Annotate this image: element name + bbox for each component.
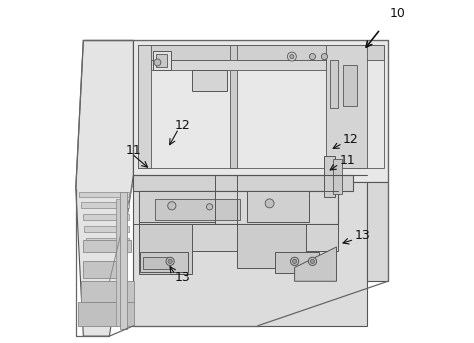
Text: 11: 11	[126, 144, 141, 157]
Bar	[156, 54, 167, 67]
Bar	[137, 45, 384, 60]
Text: 12: 12	[343, 133, 358, 146]
Circle shape	[290, 55, 294, 59]
Circle shape	[154, 59, 161, 66]
Bar	[78, 302, 134, 326]
Bar	[86, 238, 129, 244]
Circle shape	[292, 259, 297, 263]
Bar	[329, 60, 338, 108]
Bar	[139, 191, 215, 222]
Bar	[325, 156, 335, 197]
Bar	[82, 214, 129, 220]
Polygon shape	[133, 40, 388, 182]
Circle shape	[168, 259, 172, 263]
Bar	[84, 226, 129, 232]
Circle shape	[287, 52, 296, 61]
Text: 12: 12	[174, 119, 191, 132]
Text: 11: 11	[339, 154, 355, 167]
Text: 13: 13	[174, 271, 191, 284]
Bar	[143, 257, 170, 269]
Circle shape	[291, 257, 299, 265]
Polygon shape	[139, 224, 192, 274]
Bar	[192, 70, 227, 91]
Circle shape	[168, 202, 176, 210]
Circle shape	[310, 54, 316, 60]
Bar	[230, 45, 237, 168]
Polygon shape	[237, 224, 306, 268]
Bar	[82, 240, 131, 252]
Bar	[82, 261, 124, 278]
Bar	[137, 45, 151, 168]
Circle shape	[265, 199, 274, 208]
Bar	[139, 224, 338, 251]
Bar	[151, 60, 326, 70]
Bar	[81, 202, 129, 208]
Polygon shape	[76, 40, 133, 336]
Bar	[326, 45, 367, 168]
Text: 13: 13	[354, 229, 370, 243]
Bar	[81, 281, 134, 302]
Polygon shape	[367, 182, 388, 281]
Circle shape	[207, 204, 213, 210]
Polygon shape	[133, 182, 367, 326]
Text: 10: 10	[390, 7, 406, 20]
Bar	[333, 159, 342, 194]
Circle shape	[310, 259, 315, 263]
Circle shape	[309, 257, 317, 265]
Bar	[137, 45, 384, 168]
Circle shape	[321, 54, 328, 60]
Bar	[153, 51, 171, 70]
Bar	[133, 175, 353, 191]
Bar	[139, 191, 338, 224]
Polygon shape	[295, 247, 337, 281]
Bar	[343, 65, 357, 106]
Bar	[79, 192, 129, 197]
Bar	[247, 191, 309, 222]
Bar	[155, 199, 240, 220]
Circle shape	[166, 257, 174, 265]
Bar	[120, 192, 127, 329]
Bar	[275, 252, 319, 273]
Bar	[116, 199, 121, 326]
Bar	[140, 252, 188, 272]
